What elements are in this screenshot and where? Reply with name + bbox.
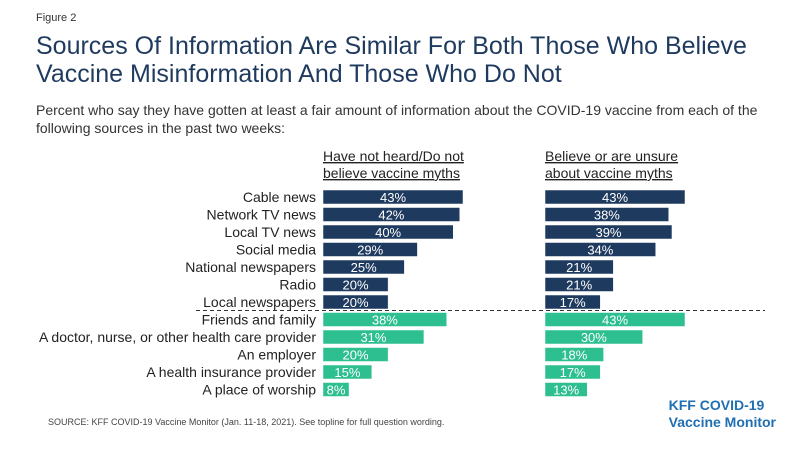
bar xyxy=(544,189,686,205)
bar-value-label: 30% xyxy=(581,330,607,345)
bar-value-label: 34% xyxy=(587,243,613,258)
source-note: SOURCE: KFF COVID-19 Vaccine Monitor (Ja… xyxy=(48,417,445,427)
figure-label: Figure 2 xyxy=(36,12,77,24)
series-header-1-line-2: believe vaccine myths xyxy=(323,165,460,181)
bar-value-label: 43% xyxy=(380,190,406,205)
bar-value-label: 43% xyxy=(602,313,628,328)
bar-value-label: 38% xyxy=(594,208,620,223)
bar xyxy=(544,364,601,380)
category-label: Cable news xyxy=(243,189,316,205)
bar-value-label: 31% xyxy=(360,330,386,345)
series-header-1-line-1: Have not heard/Do not xyxy=(323,148,464,164)
bar-value-label: 42% xyxy=(378,208,404,223)
category-label: Network TV news xyxy=(207,207,316,223)
brand-line-1: KFF COVID-19 xyxy=(668,397,765,413)
bar xyxy=(544,347,604,362)
bar xyxy=(322,277,389,292)
bar xyxy=(322,347,389,362)
category-label: National newspapers xyxy=(185,259,316,275)
bar-value-label: 38% xyxy=(372,313,398,328)
bar xyxy=(322,242,418,257)
bar xyxy=(322,224,454,240)
bar-value-label: 43% xyxy=(602,190,628,205)
bar xyxy=(322,312,447,327)
bar xyxy=(322,364,373,380)
bar-value-label: 8% xyxy=(327,383,346,398)
series-header-2-line-2: about vaccine myths xyxy=(545,165,673,181)
bar-value-label: 40% xyxy=(375,225,401,240)
bar xyxy=(322,294,389,310)
category-label: Social media xyxy=(236,242,316,258)
category-label: An employer xyxy=(237,347,316,363)
category-label: A place of worship xyxy=(202,382,316,398)
series-header-2-line-1: Believe or are unsure xyxy=(545,148,678,164)
category-label: Local newspapers xyxy=(203,294,316,310)
bar xyxy=(544,224,673,240)
category-label: A health insurance provider xyxy=(146,364,316,380)
bar-value-label: 17% xyxy=(560,365,586,380)
bar xyxy=(544,207,669,222)
bar xyxy=(322,329,425,345)
category-label: Friends and family xyxy=(202,312,316,328)
bar xyxy=(322,259,405,275)
bar-value-label: 39% xyxy=(595,225,621,240)
bar-value-label: 21% xyxy=(566,278,592,293)
bar xyxy=(322,382,350,397)
bar xyxy=(544,294,601,310)
bar-value-label: 21% xyxy=(566,260,592,275)
bar xyxy=(544,259,614,275)
bar-value-label: 25% xyxy=(351,260,377,275)
category-label: Radio xyxy=(279,277,316,293)
bar xyxy=(544,329,643,345)
bar xyxy=(322,207,460,222)
bar-value-label: 15% xyxy=(334,365,360,380)
bar xyxy=(322,189,464,205)
bar xyxy=(544,382,588,397)
category-label: Local TV news xyxy=(224,224,316,240)
brand-logo: KFF COVID-19 Vaccine Monitor xyxy=(669,397,776,431)
bar-value-label: 20% xyxy=(343,348,369,363)
bar-value-label: 20% xyxy=(343,278,369,293)
bar xyxy=(544,277,614,292)
chart-subtitle: Percent who say they have gotten at leas… xyxy=(36,102,758,136)
bar-value-label: 29% xyxy=(357,243,383,258)
bar xyxy=(544,242,656,257)
bar-value-label: 18% xyxy=(561,348,587,363)
bar-value-label: 20% xyxy=(343,295,369,310)
chart-title: Sources Of Information Are Similar For B… xyxy=(36,32,747,88)
bar-value-label: 13% xyxy=(553,383,579,398)
brand-line-2: Vaccine Monitor xyxy=(668,414,776,430)
bar-value-label: 17% xyxy=(560,295,586,310)
bar xyxy=(544,312,686,327)
category-label: A doctor, nurse, or other health care pr… xyxy=(39,329,316,345)
